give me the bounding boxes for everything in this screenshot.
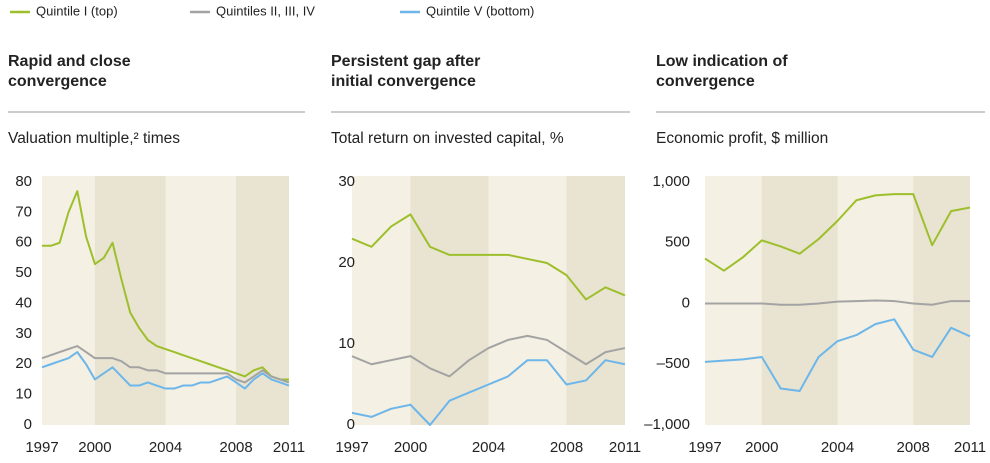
y-tick-label: 50 — [15, 264, 32, 281]
legend-label: Quintiles II, III, IV — [216, 3, 315, 18]
x-tick-label: 2000 — [394, 439, 427, 456]
y-tick-label: 1,000 — [652, 173, 690, 190]
x-tick-label: 1997 — [25, 439, 58, 456]
y-tick-label: 0 — [347, 416, 355, 433]
panel-subtitle: Total return on invested capital, % — [331, 130, 564, 147]
shaded-band — [761, 176, 838, 425]
series-line — [42, 190, 289, 381]
x-tick-label: 2000 — [745, 439, 778, 456]
panel-subtitle: Valuation multiple,² times — [8, 130, 180, 147]
y-tick-label: –1,000 — [644, 416, 690, 433]
panel-title: convergence — [8, 73, 107, 90]
y-tick-label: 30 — [15, 325, 32, 342]
shaded-band — [94, 176, 166, 425]
y-tick-label: 10 — [338, 335, 355, 352]
series-line — [705, 299, 970, 306]
x-tick-label: 1997 — [335, 439, 368, 456]
x-tick-label: 2008 — [219, 439, 252, 456]
shaded-band — [566, 176, 625, 425]
y-tick-label: 0 — [682, 294, 690, 311]
legend-label: Quintile I (top) — [36, 3, 118, 18]
series-line — [704, 318, 971, 392]
shaded-band — [410, 176, 489, 425]
panel-title: initial convergence — [331, 73, 476, 90]
panel-title: Low indication of — [656, 53, 788, 70]
y-tick-label: 500 — [665, 234, 690, 251]
panel-subtitle: Economic profit, $ million — [656, 130, 828, 147]
x-tick-label: 2000 — [78, 439, 111, 456]
y-tick-label: 10 — [15, 386, 32, 403]
series-line — [41, 351, 290, 390]
y-tick-label: 0 — [24, 416, 32, 433]
x-tick-label: 2011 — [273, 439, 305, 456]
x-tick-label: 2008 — [550, 439, 583, 456]
y-tick-label: 30 — [338, 173, 355, 190]
legend-label: Quintile V (bottom) — [426, 3, 534, 18]
series-line — [704, 193, 971, 272]
x-tick-label: 1997 — [688, 439, 721, 456]
y-tick-label: 20 — [15, 355, 32, 372]
x-tick-label: 2004 — [149, 439, 182, 456]
y-tick-label: 70 — [15, 203, 32, 220]
panel-title: Rapid and close — [8, 53, 131, 70]
panel-title: convergence — [656, 73, 755, 90]
y-tick-label: 40 — [15, 294, 32, 311]
series-line — [351, 334, 626, 378]
x-tick-label: 2004 — [821, 439, 854, 456]
y-tick-label: 80 — [15, 173, 32, 190]
series-line — [351, 359, 626, 426]
panel-title: Persistent gap after — [331, 53, 480, 70]
y-tick-label: 20 — [338, 254, 355, 271]
y-tick-label: 60 — [15, 234, 32, 251]
series-line — [41, 345, 290, 384]
series-line — [351, 213, 626, 301]
x-tick-label: 2004 — [472, 439, 505, 456]
x-tick-label: 2011 — [609, 439, 641, 456]
x-tick-label: 2011 — [954, 439, 986, 456]
x-tick-label: 2008 — [897, 439, 930, 456]
y-tick-label: –500 — [657, 355, 690, 372]
